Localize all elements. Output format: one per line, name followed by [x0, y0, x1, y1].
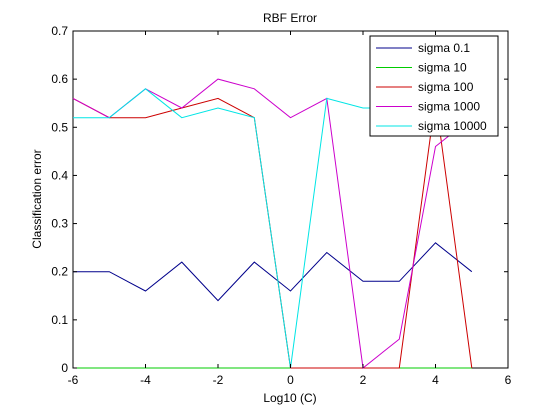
x-tick-label: 4: [432, 373, 439, 387]
x-axis-label: Log10 (C): [263, 391, 316, 405]
legend-label-2: sigma 100: [418, 80, 474, 94]
y-tick-label: 0.7: [51, 24, 68, 38]
x-tick-label: -2: [213, 373, 224, 387]
x-tick-label: -4: [140, 373, 151, 387]
y-tick-label: 0.2: [51, 265, 68, 279]
x-tick-label: 0: [287, 373, 294, 387]
chart-title: RBF Error: [263, 11, 317, 25]
legend: sigma 0.1 sigma 10 sigma 100 sigma 1000 sigm…: [369, 35, 499, 137]
legend-label-3: sigma 1000: [418, 100, 480, 114]
x-tick-label: 2: [360, 373, 367, 387]
legend-label-4: sigma 10000: [418, 119, 487, 133]
y-tick-label: 0.6: [51, 72, 68, 86]
series-line-0: [73, 242, 473, 302]
y-tick-label: 0: [61, 361, 68, 375]
y-tick-label: 0.1: [51, 313, 68, 327]
x-tick-label: 6: [505, 373, 512, 387]
y-tick-label: 0.3: [51, 217, 68, 231]
ticks-group: -6 -4 -2 0 2 4 6 0 0.1 0.2 0.3 0.4 0.5 0.6 0.7: [51, 24, 511, 387]
legend-label-0: sigma 0.1: [418, 41, 470, 55]
legend-box: [369, 35, 499, 137]
legend-label-1: sigma 10: [418, 61, 467, 75]
y-tick-label: 0.5: [51, 120, 68, 134]
y-axis-label: Classification error: [30, 149, 44, 248]
y-tick-label: 0.4: [51, 168, 68, 182]
x-tick-label: -6: [68, 373, 79, 387]
